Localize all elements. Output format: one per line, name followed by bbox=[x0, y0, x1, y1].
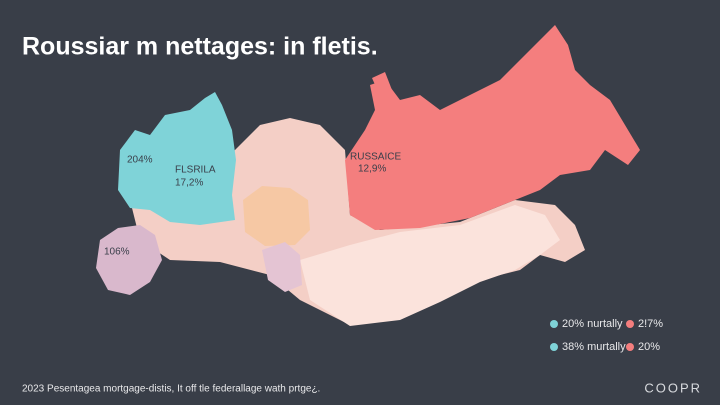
region-value: 12,9% bbox=[358, 164, 386, 175]
legend-label: 2!7% bbox=[638, 318, 663, 330]
region-center-orange bbox=[243, 186, 310, 246]
legend-swatch bbox=[550, 343, 558, 351]
region-northwest bbox=[118, 92, 236, 225]
legend-swatch bbox=[550, 320, 558, 328]
title: Roussiar m nettages: in fletis. bbox=[22, 33, 378, 61]
region-value: 17,2% bbox=[175, 178, 203, 189]
region-label: RUSSAICE bbox=[350, 152, 401, 163]
region-value: 204% bbox=[127, 155, 153, 166]
legend-label: 38% murtally bbox=[562, 341, 626, 353]
brand: COOPR bbox=[644, 380, 702, 395]
legend-swatch bbox=[626, 343, 634, 351]
region-east bbox=[345, 25, 640, 230]
footer-note: 2023 Pesentagea mortgage-distis, It off … bbox=[22, 384, 320, 395]
map bbox=[96, 25, 640, 326]
region-south bbox=[300, 205, 560, 326]
region-label: FLSRILA bbox=[175, 165, 216, 176]
legend: 20% nurtally 2!7% 38% murtally 20% bbox=[550, 318, 663, 353]
region-southwest-purple bbox=[262, 242, 302, 292]
region-value: 106% bbox=[104, 247, 130, 258]
legend-label: 20% bbox=[638, 341, 660, 353]
legend-label: 20% nurtally bbox=[562, 318, 623, 330]
region-west bbox=[96, 225, 162, 295]
legend-swatch bbox=[626, 320, 634, 328]
region-islands bbox=[372, 72, 392, 96]
